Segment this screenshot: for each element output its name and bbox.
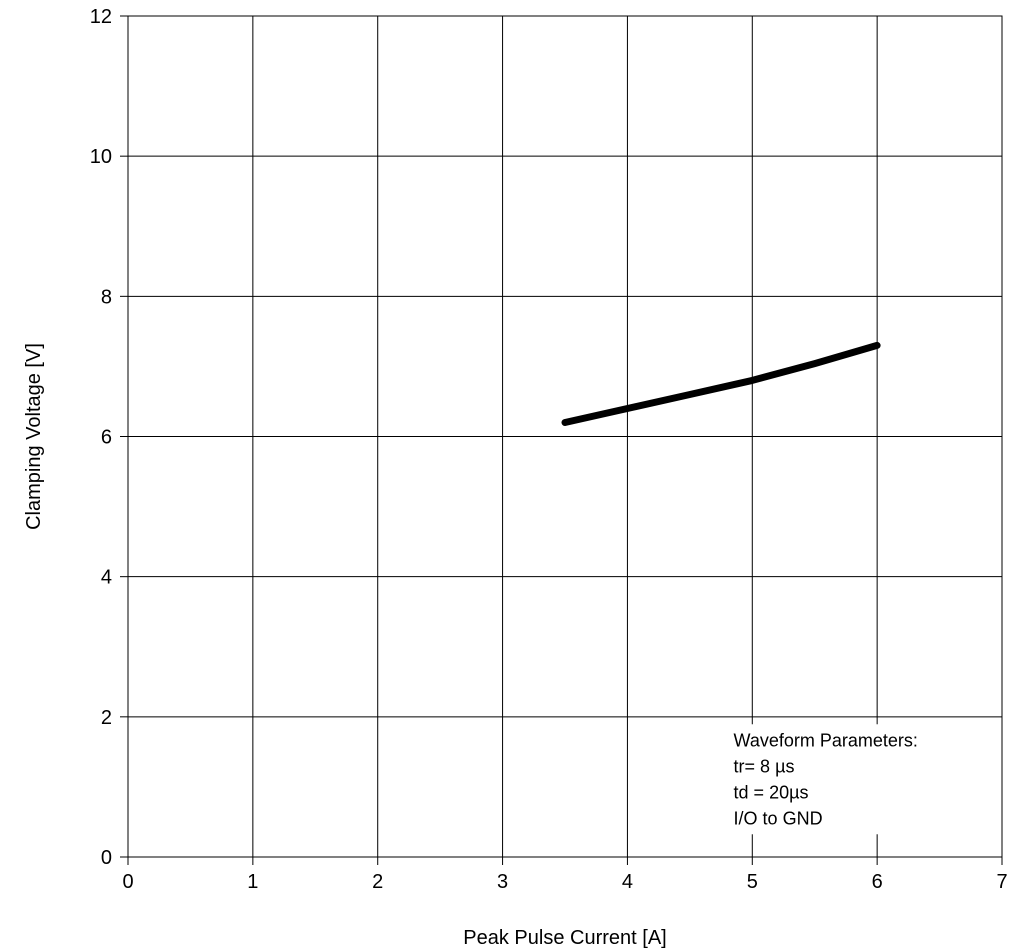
x-tick-label: 4	[622, 871, 633, 893]
y-tick-label: 12	[90, 6, 112, 28]
x-tick-label: 5	[747, 871, 758, 893]
data-series	[561, 341, 881, 426]
x-tick-label: 6	[872, 871, 883, 893]
x-tick-label: 1	[247, 871, 258, 893]
note-line: I/O to GND	[734, 808, 823, 828]
y-tick-label: 8	[101, 286, 112, 308]
note-background	[727, 724, 990, 835]
x-tick-label: 3	[497, 871, 508, 893]
y-axis-label: Clamping Voltage [V]	[23, 343, 45, 530]
x-axis-label: Peak Pulse Current [A]	[463, 927, 666, 949]
grid-lines	[128, 16, 1002, 857]
y-tick-label: 4	[101, 567, 112, 589]
y-tick-label: 0	[101, 847, 112, 869]
waveform-parameters-note: Waveform Parameters: tr= 8 µs td = 20µs I/O…	[727, 724, 990, 835]
x-tick-label: 2	[372, 871, 383, 893]
y-tick-label: 6	[101, 427, 112, 449]
note-line: Waveform Parameters:	[734, 730, 918, 750]
note-line: tr= 8 µs	[734, 756, 795, 776]
x-tick-label: 0	[122, 871, 133, 893]
note-line: td = 20µs	[734, 782, 809, 802]
x-tick-label: 7	[996, 871, 1007, 893]
y-tick-label: 10	[90, 146, 112, 168]
y-tick-label: 2	[101, 707, 112, 729]
clamping-voltage-curve	[561, 341, 881, 426]
